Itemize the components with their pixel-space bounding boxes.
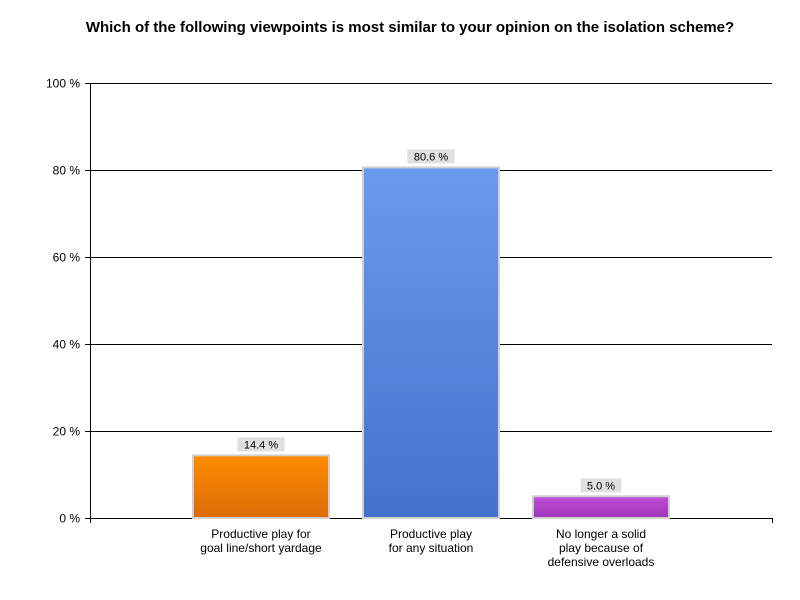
x-tick-label-line: for any situation: [389, 541, 474, 555]
y-tick-label: 100 %: [46, 77, 80, 91]
x-tick-label-line: Productive play for: [211, 527, 310, 541]
x-tick-label-line: No longer a solid: [556, 527, 646, 541]
x-tick-label-line: Productive play: [390, 527, 472, 541]
x-tick-label-line: goal line/short yardage: [200, 541, 322, 555]
x-tick-label: Productive play for any situation: [389, 527, 474, 555]
axes: [90, 83, 773, 523]
data-labels: 14.4 % 80.6 % 5.0 %: [237, 149, 622, 493]
x-tick-label: Productive play for goal line/short yarda…: [200, 527, 322, 555]
data-label-box: [580, 478, 622, 493]
y-tick-label: 0 %: [59, 512, 80, 526]
x-tick-label-line: defensive overloads: [548, 555, 655, 569]
x-axis-labels: Productive play for goal line/short yarda…: [200, 527, 654, 569]
bar-2: [362, 166, 500, 519]
x-tick-label: No longer a solid play because of defensiv…: [548, 527, 655, 569]
bar-3: [532, 495, 670, 519]
chart-title: Which of the following viewpoints is mos…: [85, 19, 735, 36]
y-tick-label: 40 %: [53, 338, 81, 352]
y-tick-label: 60 %: [53, 251, 81, 265]
data-label-box: [237, 437, 285, 452]
bars: [192, 166, 670, 519]
y-tick-label: 20 %: [53, 425, 81, 439]
y-axis-labels: 0 % 20 % 40 % 60 % 80 % 100 %: [46, 77, 80, 526]
data-label: 5.0 %: [587, 480, 615, 492]
x-tick-label-line: play because of: [559, 541, 644, 555]
y-tick-label: 80 %: [53, 164, 81, 178]
data-label-box: [407, 149, 455, 164]
bar-1: [192, 454, 330, 519]
data-label: 80.6 %: [414, 151, 448, 163]
data-label: 14.4 %: [244, 439, 278, 451]
